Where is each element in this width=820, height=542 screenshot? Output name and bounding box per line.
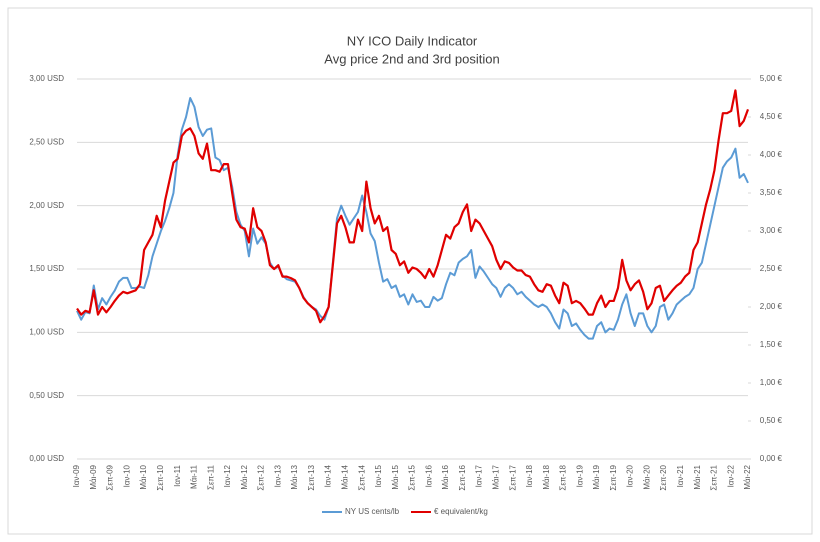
y2-tick-label: 2,50 €	[760, 264, 783, 273]
x-tick-label: Σεπ-11	[206, 464, 215, 490]
x-tick-label: Σεπ-20	[659, 464, 668, 490]
x-tick-label: Σεπ-12	[257, 464, 266, 490]
y2-tick-label: 1,50 €	[760, 340, 783, 349]
x-tick-label: Σεπ-13	[307, 464, 316, 490]
y2-tick-label: 0,50 €	[760, 416, 783, 425]
x-tick-label: Μάι-11	[190, 464, 199, 489]
y2-tick-label: 3,00 €	[760, 226, 783, 235]
x-tick-label: Σεπ-15	[408, 464, 417, 490]
x-tick-label: Μάι-10	[139, 464, 148, 489]
x-tick-label: Μάι-15	[391, 464, 400, 489]
x-tick-label: Μάι-14	[341, 464, 350, 489]
x-tick-label: Ιαν-09	[72, 464, 81, 487]
x-tick-label: Ιαν-14	[324, 464, 333, 487]
x-tick-label: Μάι-12	[240, 464, 249, 489]
y2-tick-label: 1,00 €	[760, 378, 783, 387]
x-tick-label: Ιαν-15	[374, 464, 383, 487]
x-tick-label: Ιαν-16	[424, 464, 433, 487]
x-tick-label: Μάι-19	[592, 464, 601, 489]
y-tick-label: 3,00 USD	[29, 74, 64, 83]
y2-tick-label: 3,50 €	[760, 188, 783, 197]
y2-tick-label: 4,50 €	[760, 112, 783, 121]
x-tick-label: Σεπ-17	[508, 464, 517, 490]
legend-label: NY US cents/lb	[345, 507, 400, 516]
y-tick-label: 0,50 USD	[29, 391, 64, 400]
y-tick-label: 2,00 USD	[29, 201, 64, 210]
y2-tick-label: 4,00 €	[760, 150, 783, 159]
x-tick-label: Σεπ-21	[710, 464, 719, 490]
x-tick-label: Ιαν-22	[726, 464, 735, 487]
x-tick-label: Μάι-13	[290, 464, 299, 489]
x-tick-label: Μάι-16	[441, 464, 450, 489]
y-tick-label: 1,00 USD	[29, 327, 64, 336]
y-tick-label: 0,00 USD	[29, 454, 64, 463]
y2-tick-label: 2,00 €	[760, 302, 783, 311]
x-tick-label: Ιαν-18	[525, 464, 534, 487]
x-tick-label: Μάι-18	[542, 464, 551, 489]
x-tick-label: Σεπ-09	[106, 464, 115, 490]
chart-title: NY ICO Daily Indicator	[347, 33, 478, 48]
x-tick-label: Σεπ-14	[357, 464, 366, 490]
x-tick-label: Μάι-20	[642, 464, 651, 489]
legend-label: € equivalent/kg	[434, 507, 488, 516]
x-tick-label: Ιαν-10	[122, 464, 131, 487]
x-tick-label: Ιαν-20	[626, 464, 635, 487]
x-tick-label: Σεπ-19	[609, 464, 618, 490]
y-tick-label: 2,50 USD	[29, 137, 64, 146]
x-tick-label: Μάι-22	[743, 464, 752, 489]
y2-tick-label: 0,00 €	[760, 454, 783, 463]
x-tick-label: Ιαν-11	[173, 464, 182, 486]
x-tick-label: Μάι-17	[491, 464, 500, 489]
series-line	[76, 97, 749, 340]
x-tick-label: Ιαν-21	[676, 464, 685, 487]
chart-subtitle: Avg price 2nd and 3rd position	[324, 51, 499, 66]
x-tick-label: Σεπ-16	[458, 464, 467, 490]
x-tick-label: Ιαν-19	[575, 464, 584, 487]
y-tick-label: 1,50 USD	[29, 264, 64, 273]
x-tick-label: Ιαν-13	[273, 464, 282, 487]
x-tick-label: Μάι-21	[693, 464, 702, 489]
series-line	[76, 89, 750, 324]
x-tick-label: Ιαν-12	[223, 464, 232, 487]
x-tick-label: Ιαν-17	[475, 464, 484, 487]
x-tick-label: Σεπ-18	[559, 464, 568, 490]
y2-tick-label: 5,00 €	[760, 74, 783, 83]
x-tick-label: Σεπ-10	[156, 464, 165, 490]
x-tick-label: Μάι-09	[89, 464, 98, 489]
